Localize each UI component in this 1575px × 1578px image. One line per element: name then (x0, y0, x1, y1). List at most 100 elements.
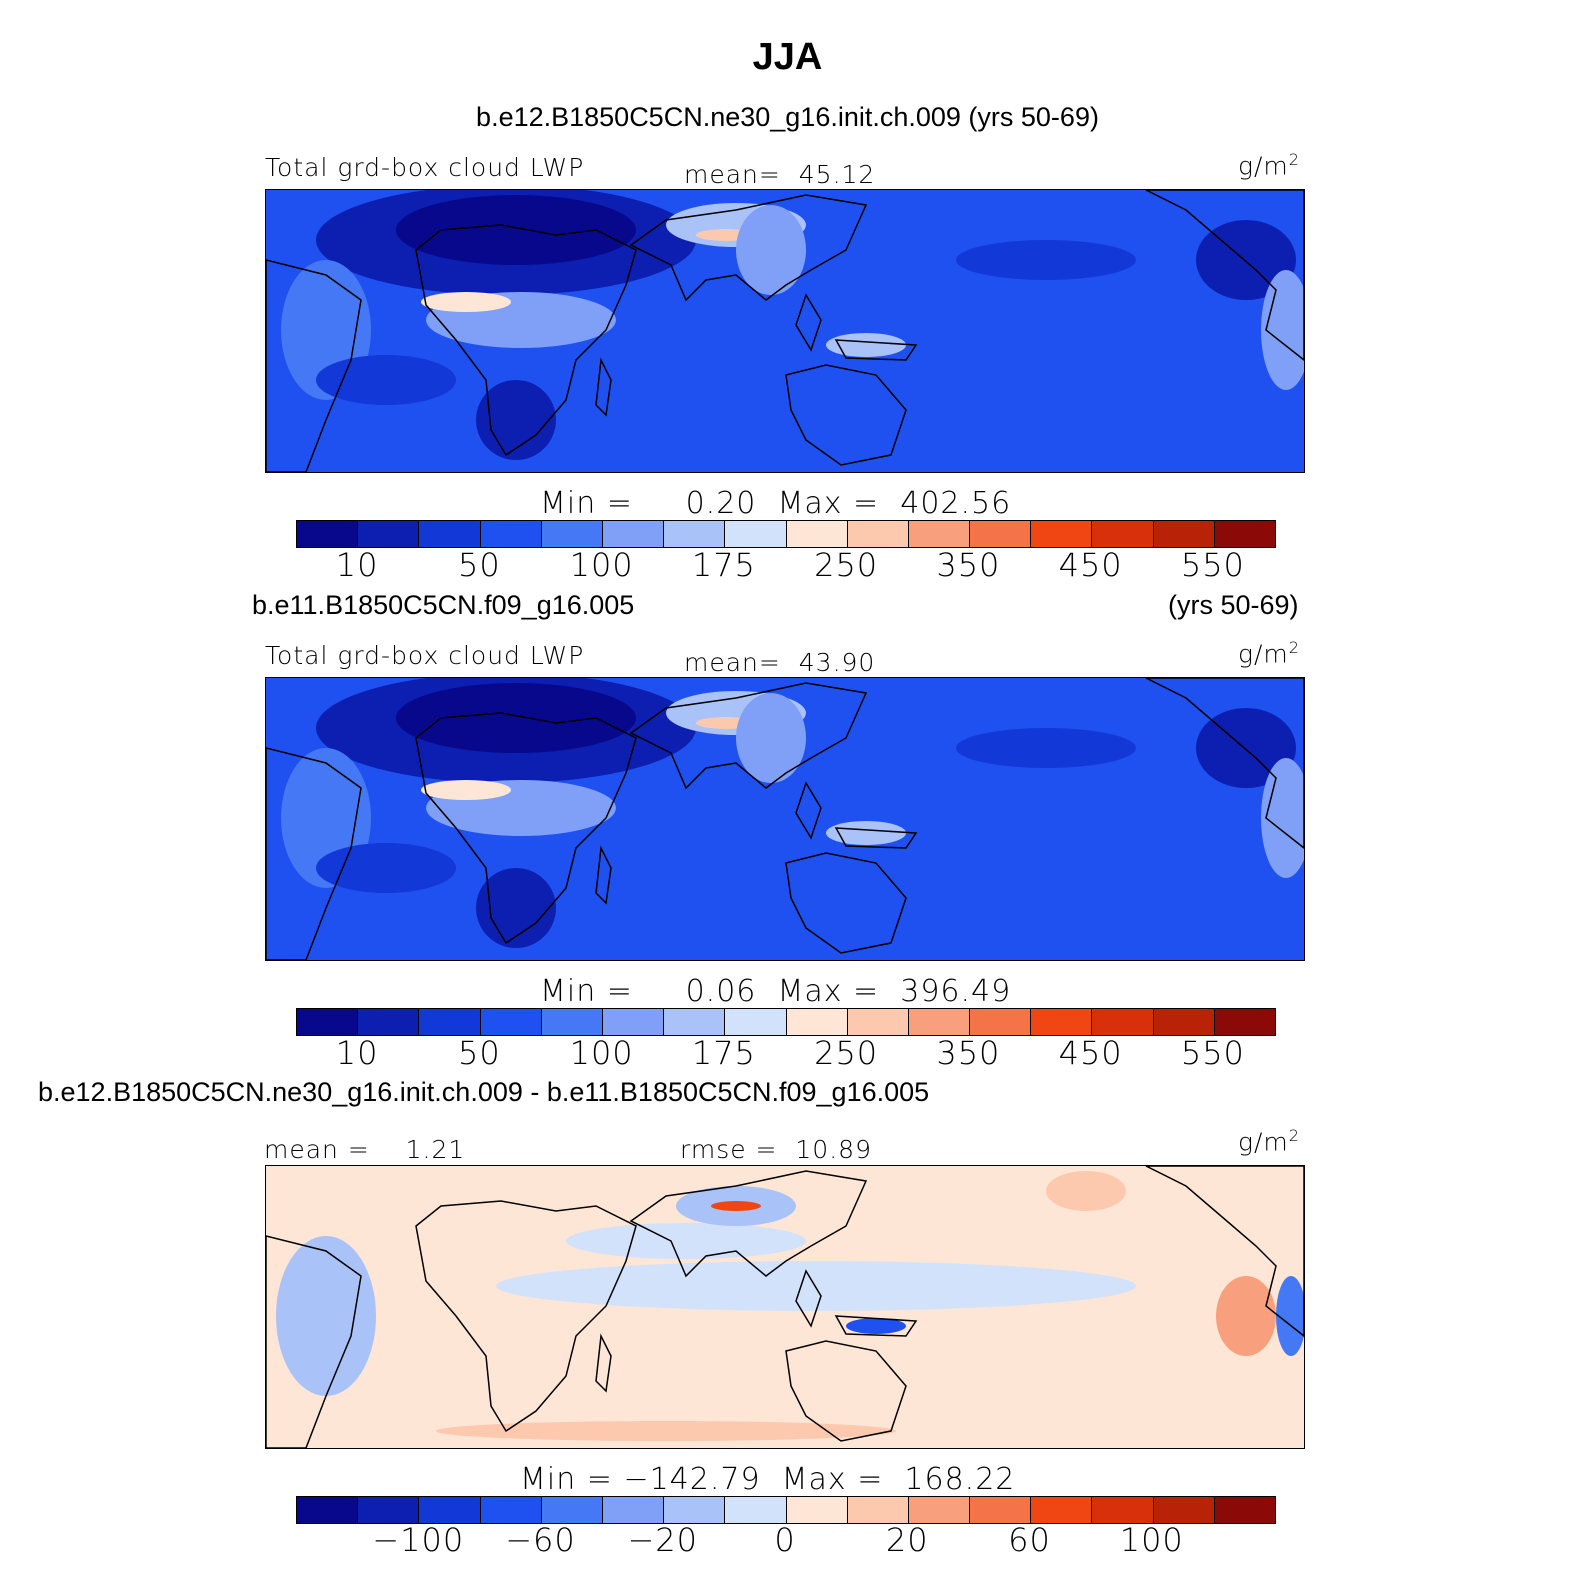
panel3-mean-label: mean = (264, 1135, 370, 1164)
figure-title: JJA (752, 36, 823, 78)
colorbar-swatch (664, 521, 726, 547)
colorbar-swatch (602, 1009, 665, 1035)
colorbar-swatch (664, 1009, 726, 1035)
colorbar-swatch (541, 521, 603, 547)
panel1-case-title: b.e12.B1850C5CN.ne30_g16.init.ch.009 (yr… (476, 102, 1099, 132)
panel2-units: g/m2 (1238, 638, 1300, 668)
panel3-min-value: −142.79 (623, 1462, 761, 1497)
colorbar-swatch (1214, 521, 1275, 547)
panel2-mean-text: mean= 43.90 (684, 648, 875, 677)
colorbar-swatch (908, 1009, 971, 1035)
colorbar-swatch (480, 1497, 542, 1523)
colorbar-tick-label: 100 (1119, 1521, 1184, 1559)
panel3-map (265, 1165, 1305, 1449)
colorbar-swatch (970, 521, 1032, 547)
panel1-units-exp: 2 (1288, 150, 1300, 169)
panel2-colorbar (296, 1008, 1276, 1036)
colorbar-tick-label: 20 (885, 1521, 929, 1559)
colorbar-swatch (602, 1497, 665, 1523)
panel3-units: g/m2 (1238, 1126, 1300, 1156)
colorbar-swatch (541, 1497, 603, 1523)
panel1-mean-value: 45.12 (798, 160, 876, 189)
colorbar-swatch (847, 1009, 909, 1035)
colorbar-tick-label: 10 (335, 1034, 379, 1072)
colorbar-swatch (419, 1009, 481, 1035)
colorbar-swatch (847, 521, 909, 547)
colorbar-tick-label: −20 (627, 1521, 699, 1559)
colorbar-tick-label: 250 (814, 1034, 879, 1072)
panel2-units-text: g/m (1238, 639, 1289, 669)
panel1-mean-text: mean= 45.12 (684, 160, 875, 189)
panel3-minmax: Min = −142.79 Max = 168.22 (520, 1462, 1015, 1497)
panel1-map (265, 189, 1305, 473)
colorbar-swatch (908, 521, 971, 547)
colorbar-swatch (970, 1497, 1032, 1523)
colorbar-swatch (664, 1497, 726, 1523)
panel1-max-label: Max = (777, 486, 880, 521)
panel3-units-exp: 2 (1288, 1126, 1300, 1145)
colorbar-tick-label: −60 (505, 1521, 576, 1559)
panel1-units: g/m2 (1238, 150, 1300, 180)
panel2-variable-label: Total grd-box cloud LWP (265, 641, 585, 670)
colorbar-swatch (1031, 1009, 1093, 1035)
panel3-max-value: 168.22 (904, 1462, 1016, 1497)
colorbar-tick-label: 100 (569, 1034, 634, 1072)
panel2-mean-label: mean= (684, 648, 781, 677)
panel1-min-label: Min = (540, 486, 633, 521)
colorbar-swatch (1153, 1497, 1215, 1523)
panel3-rmse-label: rmse = (680, 1135, 778, 1164)
colorbar-swatch (602, 521, 665, 547)
panel3-units-text: g/m (1238, 1127, 1289, 1157)
panel3-rmse-value: 10.89 (795, 1135, 872, 1164)
panel3-colorbar (296, 1496, 1276, 1524)
colorbar-tick-label: 450 (1058, 546, 1123, 584)
panel1-mean-label: mean= (684, 160, 781, 189)
panel3-case-title: b.e12.B1850C5CN.ne30_g16.init.ch.009 - b… (38, 1077, 930, 1107)
colorbar-tick-label: −100 (372, 1521, 465, 1559)
panel3-max-label: Max = (781, 1462, 884, 1497)
panel2-colorbar-ticks: 10 50 100 175 250 350 450 550 (296, 1034, 1276, 1074)
colorbar-swatch (970, 1009, 1032, 1035)
colorbar-swatch (1153, 521, 1215, 547)
colorbar-swatch (297, 521, 359, 547)
colorbar-swatch (1092, 1497, 1154, 1523)
colorbar-tick-label: 175 (691, 1034, 756, 1072)
colorbar-swatch (908, 1497, 971, 1523)
colorbar-swatch (725, 1497, 787, 1523)
panel3-colorbar-ticks: −100 −60 −20 0 20 60 100 (296, 1521, 1276, 1561)
colorbar-tick-label: 250 (814, 546, 879, 584)
panel2-min-label: Min = (540, 974, 633, 1009)
colorbar-swatch (1031, 1497, 1093, 1523)
colorbar-swatch (480, 1009, 542, 1035)
colorbar-swatch (419, 1497, 481, 1523)
colorbar-swatch (1031, 521, 1093, 547)
panel2-map (265, 677, 1305, 961)
colorbar-swatch (297, 1009, 359, 1035)
colorbar-swatch (419, 521, 481, 547)
colorbar-tick-label: 350 (936, 1034, 1001, 1072)
colorbar-swatch (1153, 1009, 1215, 1035)
panel1-minmax: Min = 0.20 Max = 402.56 (540, 486, 1011, 521)
colorbar-tick-label: 100 (569, 546, 634, 584)
panel2-case-title: b.e11.B1850C5CN.f09_g16.005 (252, 590, 635, 620)
colorbar-swatch (725, 521, 787, 547)
panel2-max-value: 396.49 (900, 974, 1012, 1009)
colorbar-swatch (1092, 521, 1154, 547)
colorbar-tick-label: 175 (691, 546, 756, 584)
colorbar-swatch (847, 1497, 909, 1523)
colorbar-swatch (786, 1009, 848, 1035)
panel2-units-exp: 2 (1288, 638, 1300, 657)
colorbar-tick-label: 10 (335, 546, 379, 584)
colorbar-tick-label: 60 (1008, 1521, 1051, 1559)
panel2-max-label: Max = (777, 974, 880, 1009)
panel1-min-value: 0.20 (685, 486, 757, 521)
colorbar-tick-label: 450 (1058, 1034, 1123, 1072)
panel2-min-value: 0.06 (685, 974, 757, 1009)
colorbar-swatch (786, 521, 848, 547)
colorbar-swatch (786, 1497, 848, 1523)
colorbar-swatch (725, 1009, 787, 1035)
colorbar-swatch (358, 1497, 420, 1523)
panel2-minmax: Min = 0.06 Max = 396.49 (540, 974, 1011, 1009)
panel1-max-value: 402.56 (900, 486, 1012, 521)
colorbar-tick-label: 50 (458, 1034, 501, 1072)
